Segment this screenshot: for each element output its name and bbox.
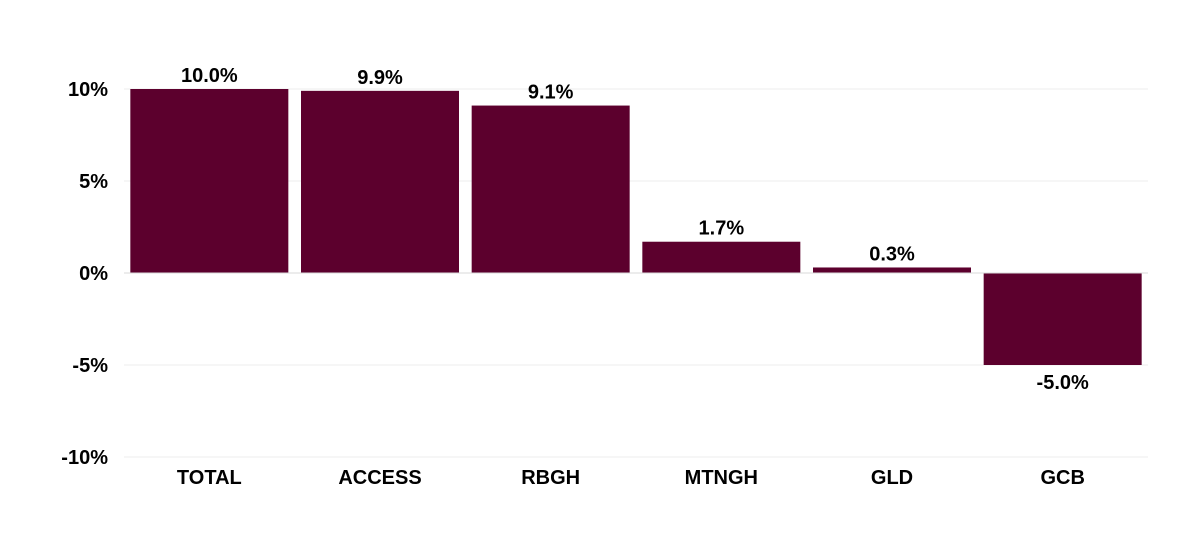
data-label: -5.0% bbox=[1037, 372, 1089, 394]
bar-gcb bbox=[983, 273, 1142, 365]
bar-access bbox=[301, 90, 459, 273]
data-label: 9.1% bbox=[528, 82, 574, 104]
data-label: 0.3% bbox=[869, 243, 915, 265]
data-labels: 10.0% 9.9% 9.1% 1.7% 0.3% -5.0% bbox=[181, 65, 1089, 394]
y-axis-tick-labels: 10% 5% 0% -5% -10% bbox=[61, 79, 108, 469]
bars bbox=[130, 89, 1142, 365]
gridlines bbox=[124, 88, 1148, 458]
x-tick-label: GCB bbox=[1040, 467, 1084, 489]
bar-total bbox=[130, 89, 289, 273]
data-label: 1.7% bbox=[699, 218, 745, 240]
data-label: 9.9% bbox=[357, 67, 403, 89]
x-axis-tick-labels: TOTAL ACCESS RBGH MTNGH GLD GCB bbox=[177, 467, 1085, 489]
y-tick-label: -10% bbox=[61, 447, 108, 469]
x-tick-label: MTNGH bbox=[685, 467, 758, 489]
x-tick-label: RBGH bbox=[521, 467, 580, 489]
x-tick-label: TOTAL bbox=[177, 467, 242, 489]
y-tick-label: 5% bbox=[79, 171, 108, 193]
data-label: 10.0% bbox=[181, 65, 238, 87]
bar-mtngh bbox=[642, 241, 801, 273]
y-tick-label: -5% bbox=[72, 355, 108, 377]
y-tick-label: 10% bbox=[68, 79, 108, 101]
bar-rbgh bbox=[471, 105, 630, 273]
bar-gld bbox=[813, 267, 971, 273]
y-tick-label: 0% bbox=[79, 263, 108, 285]
x-tick-label: GLD bbox=[871, 467, 913, 489]
x-tick-label: ACCESS bbox=[338, 467, 421, 489]
